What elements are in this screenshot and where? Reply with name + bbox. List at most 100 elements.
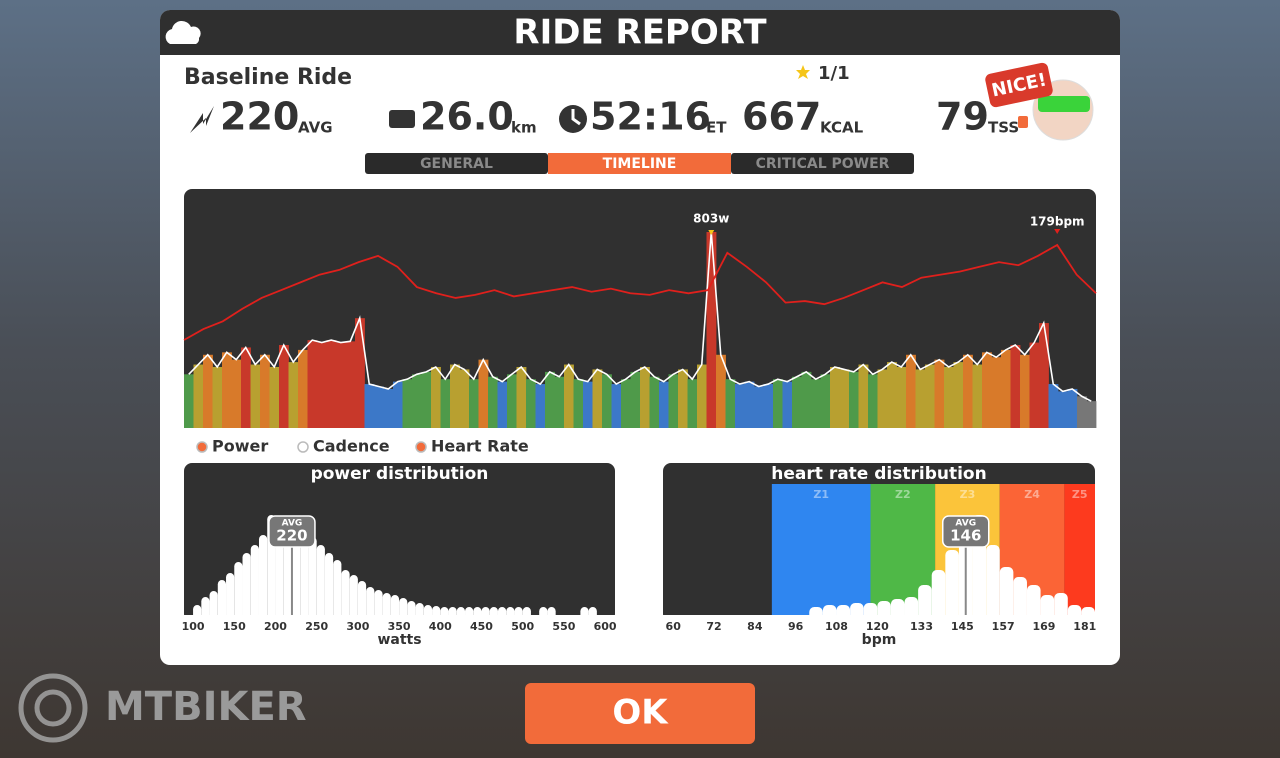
chart-bottom-mask — [175, 615, 624, 623]
x-tick-label: 181 — [1073, 620, 1096, 633]
x-tick-label: 100 — [182, 620, 205, 633]
power-bar — [735, 384, 745, 428]
power-bar — [393, 381, 403, 428]
legend-toggle[interactable] — [196, 441, 208, 453]
ok-button-label[interactable]: OK — [612, 693, 669, 733]
power-bar — [649, 376, 660, 428]
tab-label: CRITICAL POWER — [756, 156, 890, 172]
histogram-bar — [1026, 585, 1041, 621]
x-tick-label: 200 — [264, 620, 287, 633]
stat-unit: TSS — [988, 119, 1019, 137]
tab[interactable] — [731, 153, 914, 174]
power-bar — [1048, 384, 1059, 428]
histogram-bar — [366, 587, 375, 621]
peak-marker — [1054, 229, 1061, 234]
stat-value: 667 — [742, 95, 821, 139]
power-bar — [516, 366, 527, 428]
power-bar — [184, 374, 194, 428]
power-bar — [317, 342, 327, 428]
x-tick-label: 600 — [594, 620, 617, 633]
power-bar — [1067, 388, 1078, 428]
heart-rate-line — [183, 243, 1097, 341]
power-bar — [364, 384, 375, 428]
power-bar — [668, 374, 679, 428]
x-axis-label: watts — [377, 632, 421, 648]
power-bar — [611, 384, 622, 428]
x-tick-label: 500 — [511, 620, 534, 633]
histogram-bar — [333, 560, 342, 621]
x-tick-label: 150 — [223, 620, 246, 633]
histogram-bar — [1054, 593, 1068, 621]
power-bar — [583, 381, 593, 428]
power-bar — [678, 369, 688, 428]
zone-label: Z5 — [1072, 488, 1088, 501]
x-tick-label: 157 — [992, 620, 1015, 633]
x-tick-label: 60 — [666, 620, 682, 633]
power-bar — [906, 354, 916, 428]
power-bar — [307, 340, 318, 428]
histogram-bar — [209, 591, 218, 621]
histogram-bar — [341, 570, 350, 621]
power-bar — [773, 379, 783, 428]
power-bar — [402, 379, 413, 428]
zone-band — [771, 484, 871, 615]
avatar-glasses — [1038, 96, 1090, 112]
histogram-bar — [217, 580, 227, 621]
power-bar — [877, 369, 888, 428]
power-bar — [564, 364, 574, 428]
power-bar — [782, 381, 793, 428]
power-bar — [792, 376, 802, 428]
power-bar — [336, 342, 346, 428]
stat-unit: KCAL — [820, 119, 864, 137]
legend-label: Cadence — [313, 437, 390, 456]
power-bar — [706, 232, 717, 428]
stat-unit: ET — [706, 119, 727, 137]
zone-label: Z1 — [813, 488, 829, 501]
badge-bg — [985, 62, 1053, 108]
power-bar — [858, 364, 869, 428]
power-bar — [431, 366, 441, 428]
histogram-bar — [1013, 577, 1027, 621]
power-bar — [716, 354, 726, 428]
power-bar — [488, 376, 498, 428]
power-bar — [279, 345, 289, 428]
power-bar — [222, 352, 232, 428]
power-bar — [953, 362, 964, 428]
header-bar — [160, 10, 1120, 55]
legend-toggle[interactable] — [297, 441, 309, 453]
power-bar — [744, 381, 755, 428]
avg-tag-value: 146 — [950, 527, 981, 545]
histogram-bar — [931, 570, 946, 621]
watermark-logo — [18, 673, 88, 743]
power-bar — [241, 347, 251, 428]
power-bar — [326, 340, 337, 428]
chart-title: power distribution — [311, 464, 489, 484]
distance-icon — [389, 110, 415, 128]
power-bar — [934, 359, 945, 428]
rating: 1/1 — [818, 63, 850, 84]
x-tick-label: 108 — [825, 620, 848, 633]
tab[interactable] — [548, 153, 731, 174]
x-tick-label: 550 — [552, 620, 575, 633]
ok-button[interactable] — [525, 683, 755, 744]
histogram-bar — [324, 553, 334, 621]
chart-bottom-mask — [654, 615, 1104, 623]
power-bar — [345, 341, 356, 428]
tab[interactable] — [365, 153, 548, 174]
power-bar — [497, 381, 508, 428]
power-bar — [1029, 342, 1040, 428]
stat-value: 52:16 — [590, 95, 711, 139]
x-tick-label: 400 — [429, 620, 452, 633]
avg-tag-label: AVG — [282, 519, 303, 529]
power-bar — [1077, 396, 1087, 428]
power-bar — [1001, 349, 1011, 428]
legend-label: Heart Rate — [431, 437, 529, 456]
power-bar — [839, 369, 850, 428]
power-bar — [1010, 345, 1021, 428]
power-bar — [621, 379, 631, 428]
histogram-bar — [1040, 595, 1055, 621]
histogram-bar — [316, 545, 325, 621]
legend-toggle[interactable] — [415, 441, 427, 453]
power-bar — [554, 376, 565, 428]
power-line — [188, 231, 1092, 402]
